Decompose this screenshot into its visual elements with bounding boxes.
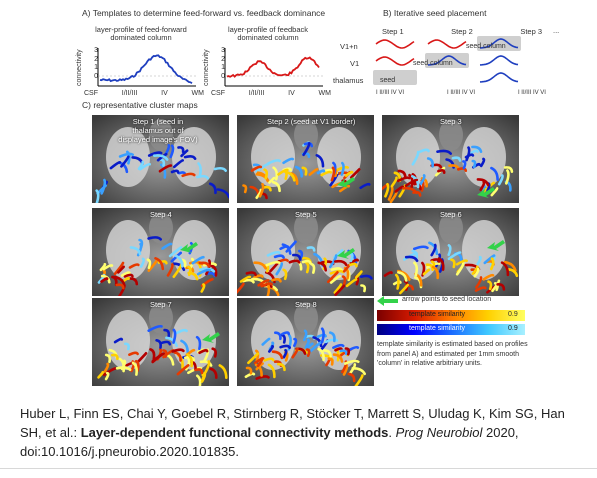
fb-plot-title: layer-profile of feedback dominated colu…	[227, 25, 309, 43]
brain-slice-image	[237, 298, 374, 386]
brain-slice-image	[237, 208, 374, 296]
citation: Huber L, Finn ES, Chai Y, Goebel R, Stir…	[20, 406, 565, 459]
brain-slice-image	[92, 208, 229, 296]
ytick: 0	[94, 72, 98, 80]
ytick: 2	[94, 55, 98, 63]
step-headers: Step 1 Step 2 Step 3	[382, 27, 542, 36]
brain-slice-image	[92, 115, 229, 203]
cluster-map-label: Step 7	[150, 300, 172, 309]
step-header: Step 2	[451, 27, 473, 36]
xtick: IV	[161, 90, 168, 97]
colorbar-max: 0.9	[508, 325, 518, 332]
cluster-map-panel: Step 1 (seed in thalamus out of displaye…	[92, 115, 229, 203]
colorbar-label: template similarity	[409, 311, 466, 318]
xtick: WM	[191, 90, 204, 97]
colorbar-max: 0.9	[508, 311, 518, 318]
cluster-map-panel: Step 6	[382, 208, 519, 296]
cluster-map-panel: Step 7	[92, 298, 229, 386]
seed-profile-curve	[479, 38, 519, 49]
seed-profile-curve	[479, 55, 519, 66]
layer-axis-label: I II/III IV VI	[517, 90, 546, 96]
cluster-map-label: Step 2 (seed at V1 border)	[267, 117, 356, 126]
cluster-map-label: Step 6	[440, 210, 462, 219]
seed-arrow-icon	[477, 187, 495, 198]
seed-label-step1: seed	[380, 77, 396, 84]
seed-cell-highlight	[373, 70, 417, 85]
citation-title: Layer-dependent functional connectivity …	[80, 425, 389, 440]
seed-arrow-icon	[337, 177, 355, 188]
citation-rest: 2020, doi:10.1016/j.pneurobio.2020.10183…	[20, 425, 519, 459]
fb-xticks: CSF I/II/III IV WM	[211, 90, 331, 97]
colorbar-feedback: template similarity	[377, 324, 525, 335]
green-arrow-icon	[377, 296, 398, 306]
cluster-map-label: Step 4	[150, 210, 172, 219]
row-label-thalamus: thalamus	[333, 76, 364, 85]
xtick: WM	[318, 90, 331, 97]
ytick: 2	[221, 55, 225, 63]
seed-profile-curve	[427, 55, 467, 66]
xtick: CSF	[84, 90, 98, 97]
brain-slice-image	[382, 208, 519, 296]
section-b-title: B) Iterative seed placement	[383, 8, 487, 18]
xtick: CSF	[211, 90, 225, 97]
section-a-title: A) Templates to determine feed-forward v…	[82, 8, 326, 18]
cluster-map-label: Step 8	[295, 300, 317, 309]
step-header: Step 3	[520, 27, 542, 36]
brain-slice-image	[237, 115, 374, 203]
cluster-map-panel: Step 5	[237, 208, 374, 296]
legend-arrow-text: arrow points to seed location	[402, 296, 492, 303]
divider	[0, 468, 597, 469]
layer-axis: I II/III IV VI I II/III IV VI I II/III I…	[376, 90, 546, 96]
layer-axis-label: I II/III IV VI	[376, 90, 405, 96]
colorbar-feedforward: template similarity	[377, 310, 525, 321]
ytick: 3	[221, 47, 225, 54]
cluster-map-panel: Step 2 (seed at V1 border)	[237, 115, 374, 203]
cluster-map-panel: Step 4	[92, 208, 229, 296]
row-label-v1: V1	[350, 59, 360, 68]
ytick: 1	[94, 64, 98, 72]
brain-slice-image	[92, 298, 229, 386]
seed-placement-grid	[373, 36, 521, 85]
ff-profile-plot	[97, 48, 196, 87]
seed-profile-curve	[479, 72, 519, 83]
brain-slice-image	[382, 115, 519, 203]
cluster-map-label: Step 3	[440, 117, 462, 126]
ff-ylabel: connectivity	[76, 49, 83, 86]
xtick: I/II/III	[121, 90, 138, 97]
seed-arrow-icon	[180, 242, 198, 253]
step-header: Step 1	[382, 27, 404, 36]
ff-xticks: CSF I/II/III IV WM	[84, 90, 204, 97]
cluster-map-panel: Step 8	[237, 298, 374, 386]
seed-arrow-icon	[202, 332, 220, 343]
cluster-map-label: Step 5	[295, 210, 317, 219]
ytick: 1	[221, 64, 225, 72]
seed-profile-curve	[375, 56, 415, 66]
seed-arrow-icon	[337, 248, 355, 259]
cluster-map-panel: Step 3	[382, 115, 519, 203]
xtick: I/II/III	[248, 90, 265, 97]
layer-axis-label: I II/III IV VI	[446, 90, 475, 96]
seed-label-step3: seed column	[466, 43, 506, 50]
ytick: 3	[94, 47, 98, 54]
seed-profile-curve	[427, 39, 467, 49]
legend-note: template similarity is estimated based o…	[377, 341, 528, 367]
fb-ylabel: connectivity	[203, 49, 210, 86]
ff-plot-title: layer-profile of feed-forward dominated …	[95, 25, 187, 43]
step-ellipsis: ...	[553, 26, 560, 35]
ytick: 0	[221, 72, 225, 80]
row-label-v1n: V1+n	[340, 42, 358, 51]
section-c-title: C) representative cluster maps	[82, 100, 198, 110]
seed-profile-curve	[375, 39, 415, 49]
cluster-map-label: Step 1 (seed in thalamus out of displaye…	[118, 117, 198, 144]
citation-authors: Huber L, Finn ES, Chai Y, Goebel R, Stir…	[20, 406, 565, 440]
xtick: IV	[288, 90, 295, 97]
fb-profile-plot	[224, 48, 323, 87]
citation-journal: Prog Neurobiol	[395, 425, 483, 440]
colorbar-label: template similarity	[409, 325, 466, 332]
seed-label-step2: seed column	[413, 60, 453, 67]
seed-arrow-icon	[487, 240, 505, 251]
